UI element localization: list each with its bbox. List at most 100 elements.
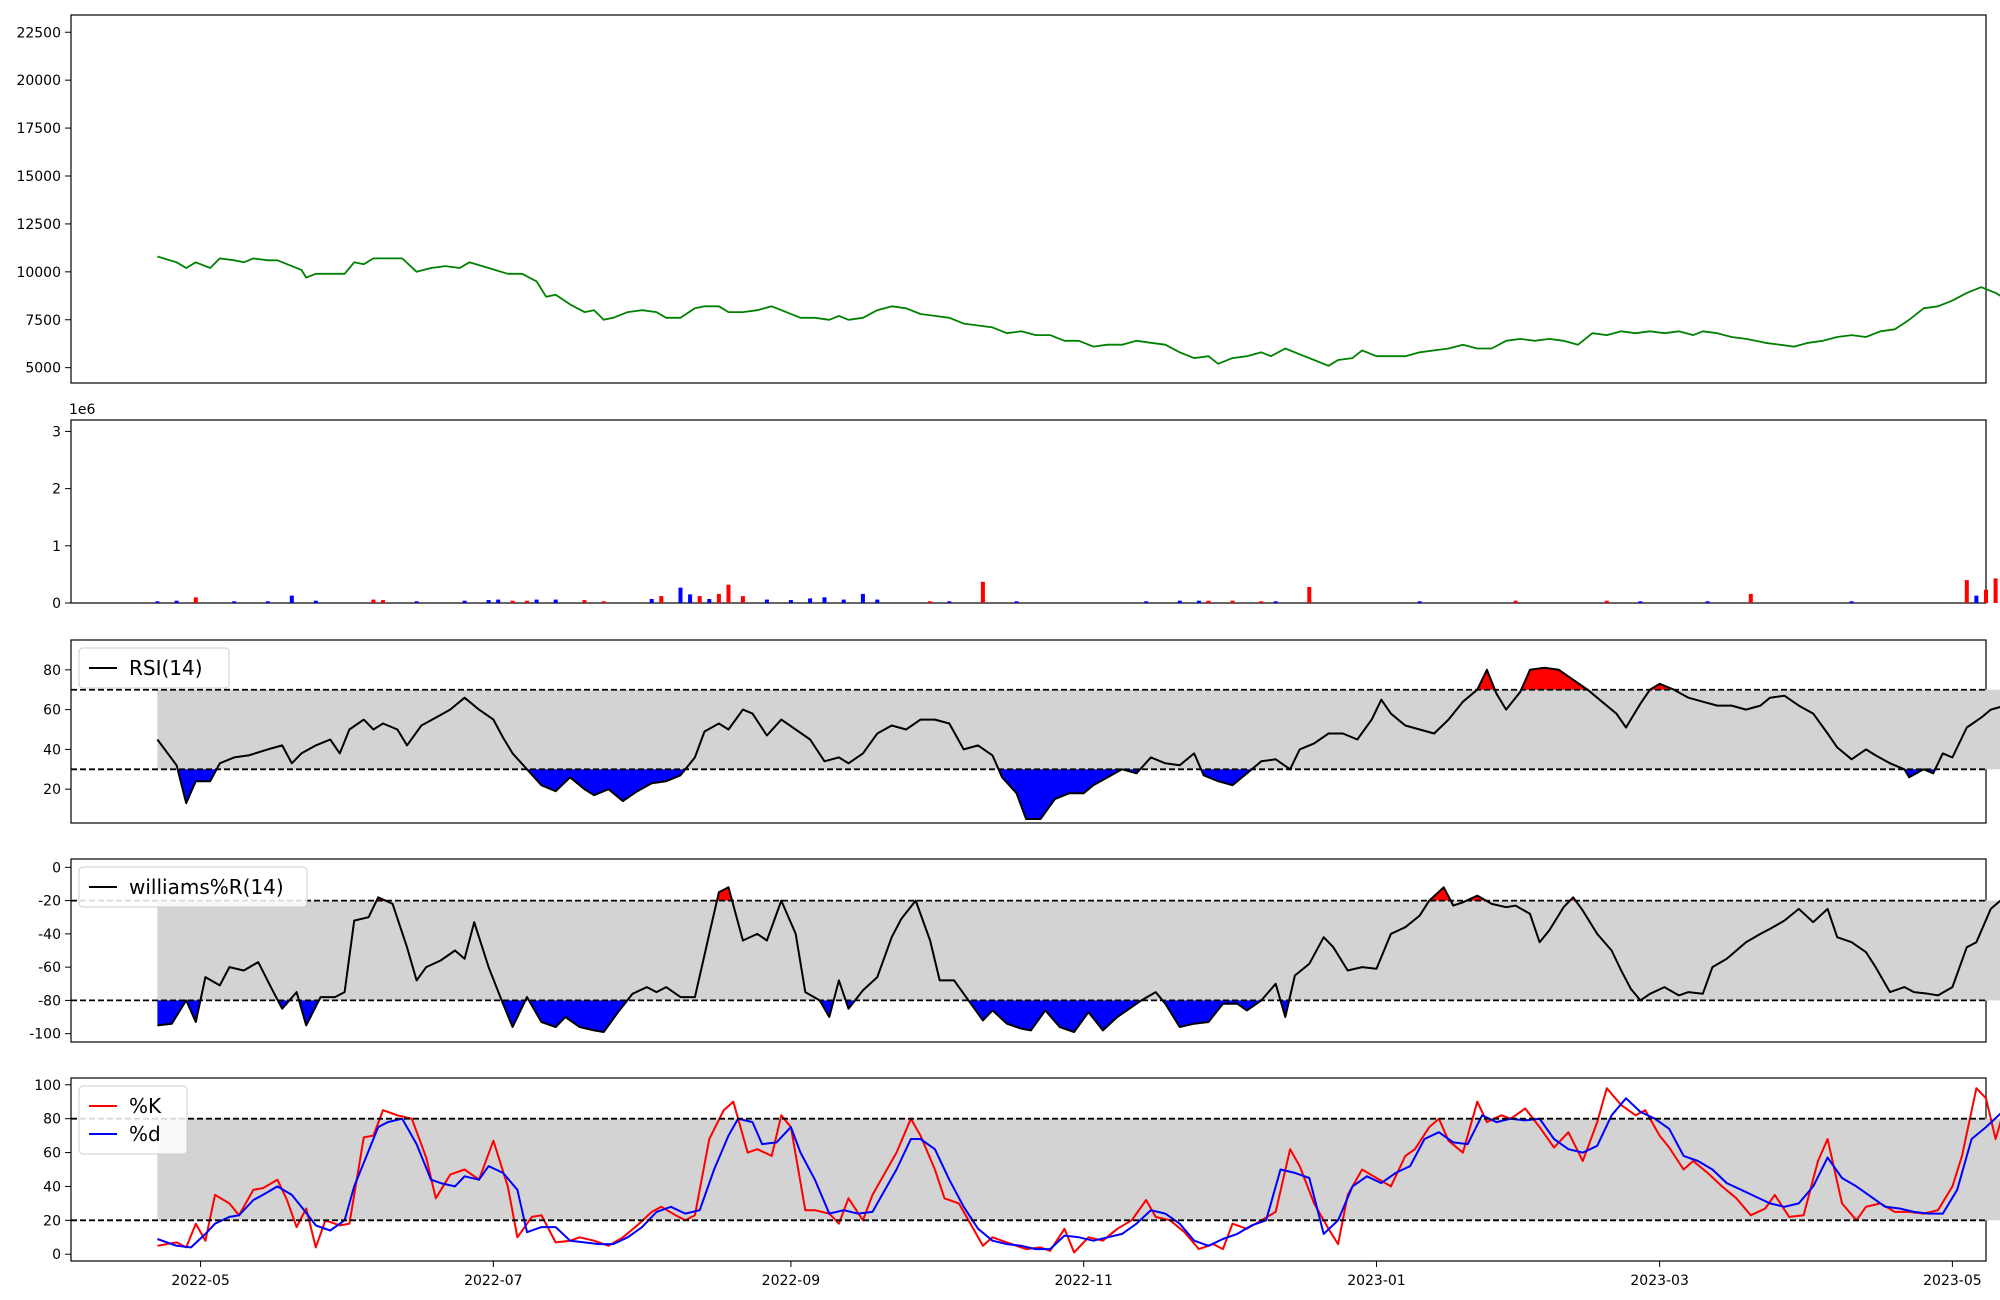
y-tick-label: 3 — [52, 424, 61, 440]
volume-offset-label: 1e6 — [69, 402, 96, 418]
y-tick-label: -80 — [38, 993, 61, 1009]
volume-bar — [764, 599, 769, 603]
x-tick-label: 2022-07 — [464, 1273, 523, 1289]
volume-bar — [841, 599, 846, 603]
volume-bar — [1604, 600, 1609, 603]
y-tick-label: 20 — [43, 1213, 61, 1229]
volume-bar — [678, 587, 683, 603]
legend-label: williams%R(14) — [129, 875, 284, 899]
volume-bar — [726, 584, 731, 603]
volume-bar — [1638, 601, 1643, 603]
volume-bar — [1849, 601, 1854, 603]
x-tick-label: 2022-05 — [171, 1273, 230, 1289]
volume-bar — [1196, 600, 1201, 603]
legend-box — [78, 647, 230, 689]
volume-bar — [1964, 580, 1969, 603]
legend-box — [78, 866, 308, 908]
volume-bar — [155, 601, 160, 603]
oversold-fill — [1201, 769, 1252, 786]
panel-frame — [70, 14, 1987, 384]
volume-bar — [688, 594, 693, 603]
volume-bar — [534, 599, 539, 603]
x-tick-label: 2022-09 — [762, 1273, 821, 1289]
y-tick-label: -40 — [38, 927, 61, 943]
overbought-fill — [1477, 669, 1495, 690]
x-tick-label: 2023-05 — [1923, 1273, 1982, 1289]
oversold-fill — [501, 1000, 526, 1027]
volume-bar — [414, 601, 419, 603]
oversold-fill — [528, 1000, 628, 1032]
legend-label: %d — [129, 1122, 161, 1146]
x-tick-label: 2023-03 — [1630, 1273, 1689, 1289]
y-tick-label: 80 — [43, 663, 61, 679]
overbought-fill — [1521, 667, 1588, 690]
volume-bar — [1014, 601, 1019, 603]
y-tick-label: 7500 — [25, 313, 61, 329]
volume-bar — [371, 599, 376, 603]
volume-bar — [1144, 601, 1149, 603]
volume-bar — [232, 601, 237, 603]
volume-bar — [1230, 600, 1235, 603]
volume-bar — [716, 593, 721, 603]
stochastic-line — [157, 1087, 2000, 1254]
legend: RSI(14) — [78, 647, 230, 689]
volume-bar — [601, 601, 606, 603]
stochastic-line — [157, 1097, 2000, 1251]
indicator-line — [157, 886, 2000, 1033]
volume-bar — [462, 600, 467, 603]
y-tick-label: -20 — [38, 894, 61, 910]
volume-bar — [1513, 600, 1518, 603]
volume-bar — [788, 600, 793, 603]
y-tick-label: 0 — [52, 596, 61, 612]
oversold-fill — [968, 1000, 1142, 1032]
y-tick-label: 12500 — [16, 217, 61, 233]
volume-bar — [1984, 589, 1988, 603]
neutral-band — [157, 689, 2000, 770]
volume-bar — [1974, 595, 1979, 603]
price-line — [157, 255, 2000, 367]
volume-bar — [808, 598, 813, 603]
volume-bar — [1206, 600, 1211, 603]
legend-box — [78, 1085, 188, 1155]
volume-bar — [1273, 601, 1278, 603]
oversold-fill — [299, 1000, 319, 1026]
legend: %K %d — [78, 1085, 188, 1155]
y-tick-label: -100 — [29, 1027, 61, 1043]
y-tick-label: 60 — [43, 703, 61, 719]
volume-bar — [265, 601, 270, 603]
y-tick-label: 20000 — [16, 73, 61, 89]
y-tick-label: 15000 — [16, 169, 61, 185]
volume-bar — [1417, 601, 1422, 603]
volume-bar — [1748, 593, 1753, 603]
legend-label: RSI(14) — [129, 656, 203, 680]
volume-bar — [875, 599, 880, 603]
volume-bar — [193, 597, 198, 603]
y-tick-label: 22500 — [16, 25, 61, 41]
neutral-band — [157, 1118, 2000, 1221]
volume-bar — [525, 600, 529, 603]
oversold-fill — [998, 769, 1141, 819]
y-tick-label: 0 — [52, 1247, 61, 1263]
volume-bar — [313, 600, 318, 603]
legend: williams%R(14) — [78, 866, 308, 908]
volume-bar — [496, 599, 501, 603]
y-tick-label: 80 — [43, 1112, 61, 1128]
volume-bar — [1259, 601, 1264, 603]
volume-bar — [510, 600, 515, 603]
volume-bar — [649, 599, 654, 603]
y-tick-label: 17500 — [16, 121, 61, 137]
volume-bar — [553, 599, 558, 603]
legend-label: %K — [129, 1094, 162, 1118]
volume-bar — [1307, 587, 1312, 603]
volume-bar — [707, 599, 712, 603]
volume-bar — [822, 597, 827, 603]
volume-bar — [697, 596, 702, 603]
volume-bar — [928, 601, 933, 603]
x-tick-label: 2022-11 — [1054, 1273, 1113, 1289]
y-tick-label: 1 — [52, 539, 61, 555]
volume-bar — [289, 595, 294, 603]
y-tick-label: 0 — [52, 860, 61, 876]
y-tick-label: 20 — [43, 782, 61, 798]
volume-bar — [980, 581, 985, 603]
